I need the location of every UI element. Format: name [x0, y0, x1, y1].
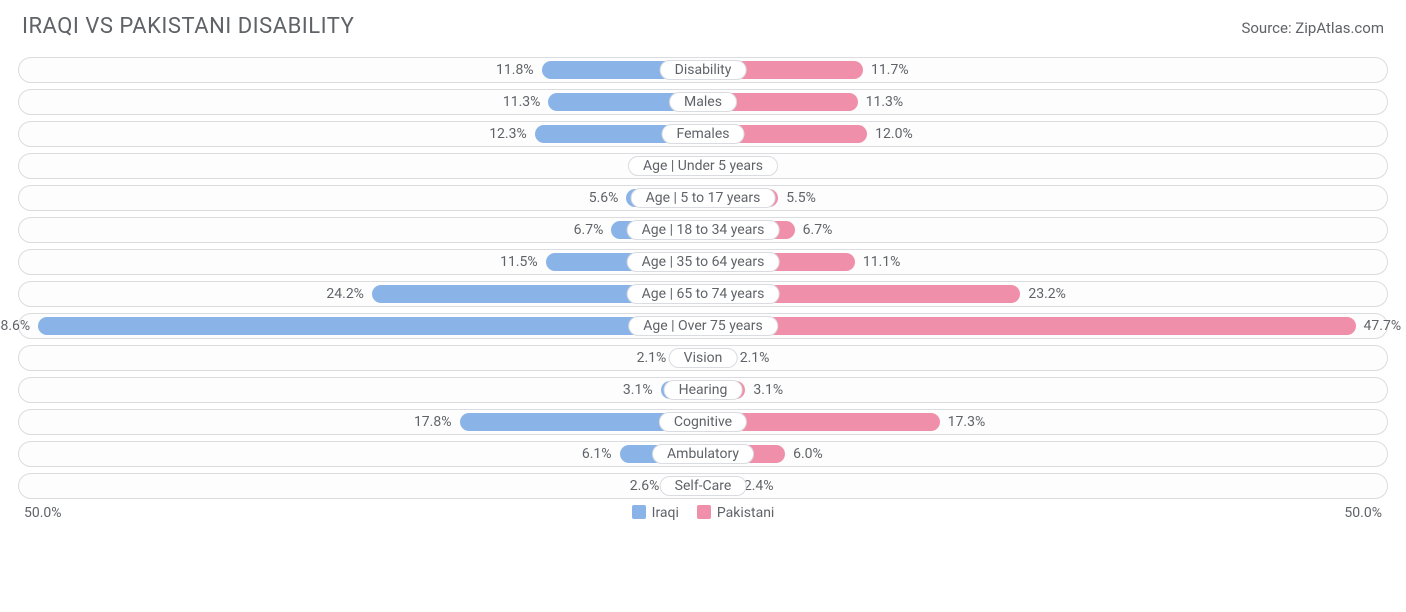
row-left-half: 24.2%	[19, 282, 703, 306]
row-right-half: 12.0%	[703, 122, 1387, 146]
legend-label-left: Iraqi	[652, 505, 679, 521]
row-category-label: Age | Under 5 years	[628, 156, 778, 176]
legend-label-right: Pakistani	[717, 505, 774, 521]
row-right-half: 6.7%	[703, 218, 1387, 242]
row-category-label: Females	[662, 124, 745, 144]
chart-title: IRAQI VS PAKISTANI DISABILITY	[22, 14, 354, 39]
row-left-half: 3.1%	[19, 378, 703, 402]
row-left-half: 5.6%	[19, 186, 703, 210]
chart-row: 5.6% 5.5%Age | 5 to 17 years	[18, 185, 1388, 211]
row-left-half: 2.6%	[19, 474, 703, 498]
chart-row: 6.1% 6.0% Ambulatory	[18, 441, 1388, 467]
row-category-label: Vision	[669, 348, 738, 368]
row-right-pct: 23.2%	[1020, 286, 1074, 302]
row-right-pct: 6.7%	[795, 222, 841, 238]
row-category-label: Males	[669, 92, 737, 112]
row-right-half: 1.3%	[703, 154, 1387, 178]
diverging-bar-chart: 11.8% 11.7% Disability 11.3% 11.3% Males 12.3%…	[18, 57, 1388, 499]
chart-row: 3.1% 3.1%Hearing	[18, 377, 1388, 403]
chart-row: 11.5% 11.1% Age | 35 to 64 years	[18, 249, 1388, 275]
chart-header: IRAQI VS PAKISTANI DISABILITY Source: Zi…	[18, 14, 1388, 39]
row-right-half: 3.1%	[703, 378, 1387, 402]
row-right-half: 2.1%	[703, 346, 1387, 370]
chart-row: 6.7% 6.7% Age | 18 to 34 years	[18, 217, 1388, 243]
row-left-half: 6.7%	[19, 218, 703, 242]
row-category-label: Self-Care	[660, 476, 747, 496]
row-category-label: Age | 35 to 64 years	[627, 252, 780, 272]
row-category-label: Age | 18 to 34 years	[627, 220, 780, 240]
row-right-pct: 11.3%	[858, 94, 912, 110]
chart-row: 11.8% 11.7% Disability	[18, 57, 1388, 83]
chart-legend: Iraqi Pakistani	[632, 505, 775, 521]
row-right-half: 11.3%	[703, 90, 1387, 114]
legend-swatch-left	[632, 505, 646, 519]
row-right-pct: 2.1%	[732, 350, 778, 366]
row-right-half: 6.0%	[703, 442, 1387, 466]
axis-left-max: 50.0%	[24, 505, 62, 521]
row-category-label: Disability	[660, 60, 747, 80]
chart-row: 12.3% 12.0% Females	[18, 121, 1388, 147]
row-left-pct: 6.7%	[566, 222, 612, 238]
row-left-half: 11.3%	[19, 90, 703, 114]
row-left-half: 12.3%	[19, 122, 703, 146]
row-left-pct: 11.3%	[495, 94, 549, 110]
row-left-pct: 24.2%	[318, 286, 372, 302]
row-right-half: 47.7%	[703, 314, 1387, 338]
row-right-half: 23.2%	[703, 282, 1387, 306]
row-right-pct: 3.1%	[745, 382, 791, 398]
row-right-pct: 11.1%	[855, 254, 909, 270]
chart-row: 17.8% 17.3% Cognitive	[18, 409, 1388, 435]
chart-source: Source: ZipAtlas.com	[1241, 19, 1384, 37]
row-left-pct: 12.3%	[481, 126, 535, 142]
row-left-half: 11.5%	[19, 250, 703, 274]
row-right-half: 11.1%	[703, 250, 1387, 274]
legend-item-left: Iraqi	[632, 505, 679, 521]
row-right-bar	[703, 317, 1356, 335]
row-right-pct: 5.5%	[778, 190, 824, 206]
row-left-pct: 17.8%	[406, 414, 460, 430]
chart-row: 11.3% 11.3% Males	[18, 89, 1388, 115]
chart-row: 48.6%47.7%Age | Over 75 years	[18, 313, 1388, 339]
row-left-half: 6.1%	[19, 442, 703, 466]
chart-row: 1.2%1.3%Age | Under 5 years	[18, 153, 1388, 179]
row-left-half: 11.8%	[19, 58, 703, 82]
row-left-half: 2.1%	[19, 346, 703, 370]
row-right-half: 5.5%	[703, 186, 1387, 210]
row-left-half: 17.8%	[19, 410, 703, 434]
row-right-pct: 6.0%	[785, 446, 831, 462]
legend-item-right: Pakistani	[697, 505, 774, 521]
chart-row: 24.2% 23.2% Age | 65 to 74 years	[18, 281, 1388, 307]
row-category-label: Age | 65 to 74 years	[627, 284, 780, 304]
chart-axis: 50.0% Iraqi Pakistani 50.0%	[18, 505, 1388, 521]
row-right-half: 11.7%	[703, 58, 1387, 82]
row-left-pct: 11.8%	[488, 62, 542, 78]
row-right-half: 17.3%	[703, 410, 1387, 434]
row-left-pct: 48.6%	[0, 318, 38, 334]
row-left-pct: 11.5%	[492, 254, 546, 270]
row-left-pct: 3.1%	[615, 382, 661, 398]
row-category-label: Age | 5 to 17 years	[631, 188, 776, 208]
row-right-pct: 47.7%	[1356, 318, 1406, 334]
row-category-label: Cognitive	[659, 412, 747, 432]
row-category-label: Ambulatory	[652, 444, 754, 464]
axis-right-max: 50.0%	[1344, 505, 1382, 521]
row-category-label: Age | Over 75 years	[628, 316, 778, 336]
row-left-pct: 2.1%	[629, 350, 675, 366]
row-right-pct: 11.7%	[863, 62, 917, 78]
row-right-half: 2.4%	[703, 474, 1387, 498]
row-left-pct: 6.1%	[574, 446, 620, 462]
row-left-bar	[38, 317, 703, 335]
legend-swatch-right	[697, 505, 711, 519]
row-right-pct: 17.3%	[940, 414, 994, 430]
row-left-half: 1.2%	[19, 154, 703, 178]
chart-row: 2.6%2.4%Self-Care	[18, 473, 1388, 499]
chart-row: 2.1% 2.1%Vision	[18, 345, 1388, 371]
row-right-pct: 12.0%	[867, 126, 921, 142]
row-left-pct: 5.6%	[581, 190, 627, 206]
row-left-half: 48.6%	[19, 314, 703, 338]
row-category-label: Hearing	[664, 380, 743, 400]
